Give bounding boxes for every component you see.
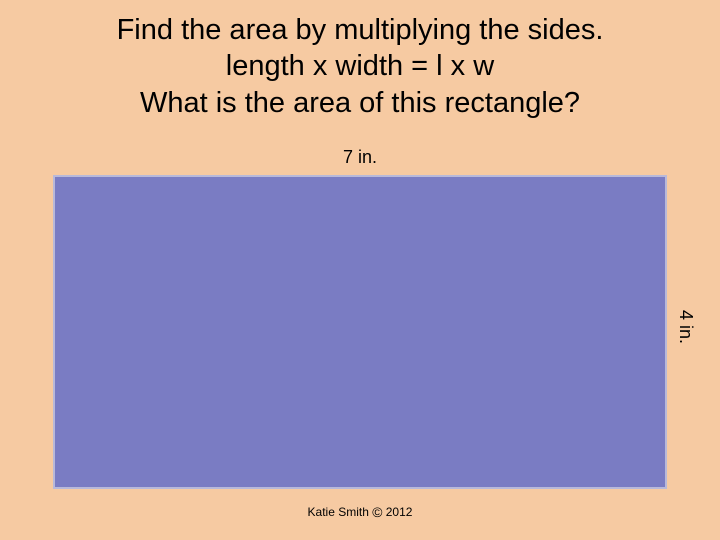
footer-credit: Katie Smith © 2012 xyxy=(0,505,720,520)
copyright-icon: © xyxy=(372,505,382,520)
heading: Find the area by multiplying the sides. … xyxy=(0,12,720,121)
rectangle-shape xyxy=(53,175,667,489)
heading-line-2: length x width = l x w xyxy=(0,48,720,84)
side-dimension-label: 4 in. xyxy=(675,310,696,344)
heading-line-1: Find the area by multiplying the sides. xyxy=(0,12,720,48)
heading-line-3: What is the area of this rectangle? xyxy=(0,85,720,121)
footer-year: 2012 xyxy=(386,505,413,519)
footer-author: Katie Smith xyxy=(308,505,369,519)
top-dimension-label: 7 in. xyxy=(0,147,720,168)
slide: Find the area by multiplying the sides. … xyxy=(0,0,720,540)
